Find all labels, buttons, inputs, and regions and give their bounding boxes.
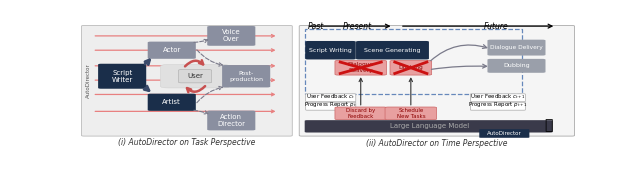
Text: Dubbing: Dubbing [399, 65, 423, 70]
Text: Schedule
New Tasks: Schedule New Tasks [397, 108, 425, 119]
FancyBboxPatch shape [470, 102, 525, 110]
Text: Action
Director: Action Director [218, 114, 245, 127]
Text: AutoDirector: AutoDirector [486, 131, 522, 136]
FancyBboxPatch shape [148, 94, 196, 111]
FancyBboxPatch shape [222, 65, 270, 87]
Text: (ii) AutoDirector on Time Perspective: (ii) AutoDirector on Time Perspective [366, 139, 508, 148]
Text: Post-
production: Post- production [229, 71, 263, 82]
FancyBboxPatch shape [179, 70, 212, 83]
FancyArrowPatch shape [187, 86, 205, 92]
Text: Dubbing: Dubbing [503, 63, 530, 68]
Text: Dialogue Delivery: Dialogue Delivery [490, 45, 543, 50]
Text: Artist: Artist [163, 99, 181, 105]
FancyBboxPatch shape [335, 61, 387, 75]
FancyBboxPatch shape [356, 41, 429, 59]
FancyBboxPatch shape [300, 26, 575, 136]
FancyBboxPatch shape [305, 41, 356, 59]
Text: Past: Past [308, 22, 324, 31]
FancyBboxPatch shape [98, 64, 146, 89]
Text: User Feedback $c_{t+1}$: User Feedback $c_{t+1}$ [470, 92, 526, 101]
Text: Actor: Actor [163, 47, 181, 53]
FancyBboxPatch shape [161, 65, 230, 88]
FancyBboxPatch shape [148, 42, 196, 59]
Text: (i) AutoDirector on Task Perspective: (i) AutoDirector on Task Perspective [118, 138, 255, 147]
FancyBboxPatch shape [306, 94, 356, 102]
FancyBboxPatch shape [81, 26, 292, 136]
Text: Scene Generating: Scene Generating [364, 48, 420, 53]
FancyBboxPatch shape [207, 26, 255, 46]
Text: Script
Writer: Script Writer [111, 70, 132, 83]
FancyBboxPatch shape [385, 107, 436, 120]
Text: User: User [187, 73, 203, 79]
Text: User Feedback $c_t$: User Feedback $c_t$ [306, 92, 355, 101]
Text: Future: Future [484, 22, 509, 31]
FancyBboxPatch shape [305, 120, 553, 132]
Text: AutoDirector: AutoDirector [86, 63, 91, 98]
FancyBboxPatch shape [479, 129, 529, 138]
FancyBboxPatch shape [207, 111, 255, 130]
FancyBboxPatch shape [306, 102, 356, 110]
FancyBboxPatch shape [488, 59, 545, 73]
Text: Dialogue
Delivery: Dialogue Delivery [348, 62, 374, 73]
Text: 🤖: 🤖 [545, 118, 553, 132]
Text: Script Writing: Script Writing [309, 48, 352, 53]
Text: Voice
Over: Voice Over [222, 29, 241, 42]
FancyBboxPatch shape [335, 107, 387, 120]
FancyArrowPatch shape [185, 60, 203, 66]
Text: Discard by
Feedback: Discard by Feedback [346, 108, 376, 119]
Text: Progress Report $p_{t+1}$: Progress Report $p_{t+1}$ [468, 100, 528, 109]
FancyBboxPatch shape [488, 40, 545, 56]
Text: Progress Report $p_t$: Progress Report $p_t$ [304, 100, 357, 109]
FancyBboxPatch shape [470, 94, 525, 102]
Text: Present: Present [343, 22, 372, 31]
FancyBboxPatch shape [390, 61, 431, 75]
Text: Large Language Model: Large Language Model [390, 123, 469, 129]
